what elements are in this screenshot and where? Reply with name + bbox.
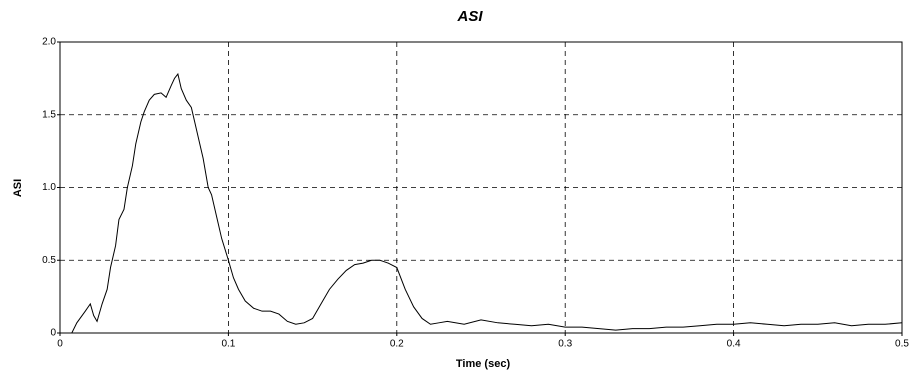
- y-tick-label: 1.0: [42, 182, 56, 193]
- x-tick-label: 0.3: [558, 339, 572, 350]
- x-axis-label: Time (sec): [456, 358, 511, 370]
- y-tick-label: 0.5: [42, 255, 56, 266]
- y-axis-label: ASI: [12, 179, 24, 197]
- y-tick-label: 2.0: [42, 37, 56, 48]
- data-line: [71, 72, 903, 334]
- x-tick-label: 0.4: [727, 339, 741, 350]
- x-tick-label: 0.1: [221, 339, 235, 350]
- plot-frame: [59, 41, 903, 334]
- x-tick-label: 0.5: [895, 339, 909, 350]
- y-tick-label: 1.5: [42, 109, 56, 120]
- x-tick-label: 0: [57, 339, 63, 350]
- y-tick-label: 0: [50, 328, 56, 339]
- chart-title: ASI: [456, 8, 483, 25]
- x-tick-label: 0.2: [390, 339, 404, 350]
